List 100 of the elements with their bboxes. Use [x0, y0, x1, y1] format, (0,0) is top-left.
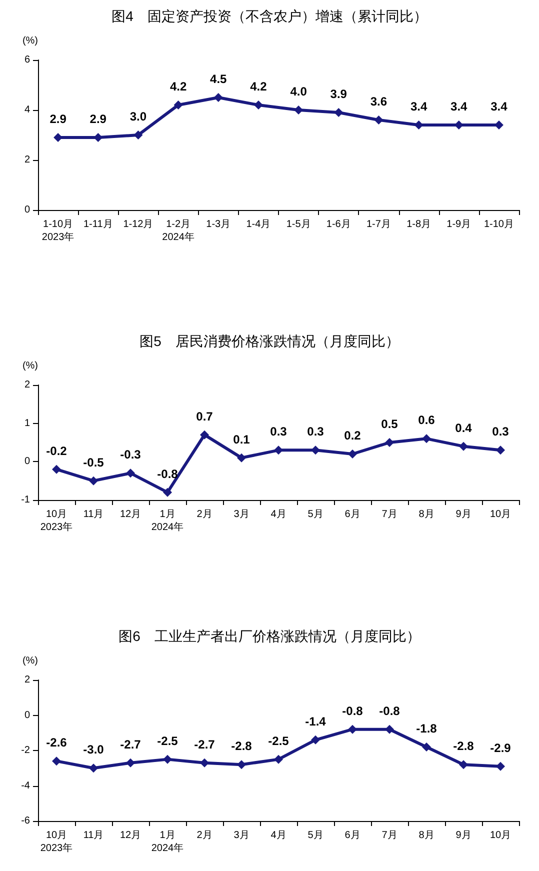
data-label: 0.3 [270, 424, 288, 439]
x-tick-label: 1-10月 [484, 219, 514, 230]
data-label: -0.8 [157, 466, 178, 481]
data-label: 3.4 [490, 100, 508, 114]
point [126, 758, 135, 768]
y-tick-label: 0 [24, 456, 30, 468]
data-label: -3.0 [83, 742, 104, 757]
x-tick-label: 1-8月 [406, 219, 432, 230]
point [374, 116, 384, 124]
x-tick-label: 5月 [308, 509, 324, 520]
point [496, 446, 505, 455]
x-tick-label: 8月 [418, 830, 434, 841]
x-tick-label: 10月 2023年 [40, 509, 73, 533]
data-label: 0.5 [381, 417, 398, 431]
x-tick-label: 1-4月 [246, 219, 271, 230]
data-label: 0.6 [418, 413, 436, 428]
x-tick-label: 4月 [270, 509, 286, 520]
x-tick-label: 1月 2024年 [151, 830, 184, 854]
y-tick-label: 0 [24, 710, 30, 721]
y-tick-label: 2 [24, 154, 30, 166]
x-tick-label: 10月 2023年 [40, 830, 73, 854]
data-label: 3.4 [450, 100, 468, 114]
point [311, 735, 320, 744]
x-tick-label: 1-6月 [326, 219, 351, 230]
x-tick-label: 6月 [344, 509, 360, 520]
data-label: 0.3 [492, 424, 510, 439]
point [348, 450, 357, 458]
data-label: 0.3 [307, 424, 324, 439]
point [311, 446, 320, 455]
data-label: -2.5 [157, 734, 178, 748]
x-tick-label: 6月 [344, 830, 360, 841]
data-label: 4.2 [250, 80, 268, 94]
point [214, 93, 223, 102]
x-tick-label: 11月 [83, 830, 104, 841]
x-tick-label: 1-2月 2024年 [162, 219, 194, 243]
point [174, 100, 183, 110]
data-label: -1.4 [305, 714, 326, 728]
x-tick-label: 3月 [234, 509, 250, 520]
y-tick-label: 1 [24, 418, 30, 429]
data-label: 0.1 [233, 432, 250, 446]
x-tick-label: 2月 [196, 509, 212, 520]
point [385, 724, 394, 734]
data-label: -2.8 [453, 739, 474, 754]
x-tick-label: 1-7月 [366, 219, 391, 230]
point [52, 756, 61, 766]
data-label: -2.7 [194, 737, 216, 752]
x-tick-label: 12月 [120, 509, 142, 520]
y-tick-label: 0 [24, 204, 30, 216]
point [274, 446, 283, 455]
point [348, 724, 357, 734]
point [237, 760, 246, 770]
data-label: -2.8 [231, 739, 252, 754]
data-label: 2.9 [90, 112, 107, 126]
x-tick-label: 9月 [456, 830, 472, 841]
data-label: 2.9 [50, 112, 67, 126]
y-axis-title: (%) [22, 360, 38, 372]
point [459, 442, 468, 451]
y-tick-label: 2 [24, 674, 30, 686]
data-label: 3.4 [410, 100, 428, 114]
point [89, 476, 98, 486]
x-tick-label: 5月 [308, 830, 324, 841]
point [163, 488, 172, 497]
y-tick-label: 4 [24, 104, 30, 116]
point [52, 464, 61, 474]
y-axis-title: (%) [22, 656, 38, 666]
point [274, 754, 283, 764]
x-tick-label: 9月 [456, 509, 472, 520]
point [422, 742, 431, 752]
point [200, 430, 209, 440]
point [134, 130, 143, 140]
x-tick-label: 1-9月 [446, 219, 472, 230]
x-tick-label: 1-5月 [286, 219, 311, 230]
chart-title: 图5 居民消费价格涨跌情况（月度同比） [140, 333, 400, 349]
point [237, 453, 246, 462]
x-tick-label: 4月 [270, 830, 286, 841]
data-label: 3.6 [370, 94, 388, 108]
y-tick-label: -6 [21, 816, 30, 826]
data-label: 4.5 [210, 72, 228, 86]
x-tick-label: 1-10月 2023年 [42, 219, 74, 243]
data-label: -0.3 [120, 448, 142, 462]
point [126, 468, 135, 478]
x-tick-label: 11月 [83, 509, 104, 520]
y-tick-label: -1 [21, 494, 30, 506]
point [496, 762, 505, 771]
x-tick-label: 1-11月 [83, 219, 113, 230]
y-axis-title: (%) [22, 36, 38, 46]
data-label: -0.5 [83, 455, 104, 470]
x-tick-label: 1月 2024年 [151, 509, 184, 533]
point [254, 100, 263, 110]
data-label: -2.5 [268, 734, 290, 748]
data-label: 3.0 [130, 110, 147, 124]
y-tick-label: -2 [21, 745, 30, 756]
data-label: -2.6 [46, 736, 68, 750]
point [422, 434, 431, 444]
x-tick-label: 1-12月 [123, 219, 154, 230]
y-tick-label: 6 [24, 54, 30, 66]
data-label: -0.2 [46, 444, 68, 458]
y-tick-label: 2 [24, 380, 30, 390]
data-label: 0.2 [344, 428, 362, 442]
point [334, 108, 344, 117]
